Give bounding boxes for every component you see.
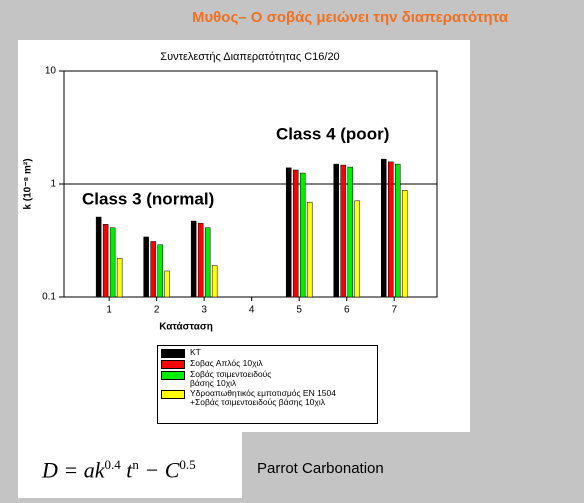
x-tick-label: 2: [154, 305, 160, 316]
x-tick-label: 5: [296, 305, 302, 316]
formula-exp: n: [132, 457, 139, 472]
bar: [116, 258, 123, 298]
legend-label: Σοβάς τσιμεντοειδούς βάσης 10χιλ: [190, 369, 272, 388]
annotation: Class 3 (normal): [82, 189, 214, 208]
bar: [197, 222, 204, 298]
bar: [340, 164, 346, 298]
legend-entry: Σοβάς τσιμεντοειδούς βάσης 10χιλ: [161, 370, 377, 388]
legend: KT Σοβας Απλός 10χιλ Σοβάς τσιμεντοειδούς …: [157, 345, 378, 424]
legend-swatch: [161, 349, 185, 358]
legend-swatch: [161, 360, 185, 369]
bar: [292, 169, 299, 298]
formula-text: D = ak: [42, 457, 105, 483]
bar: [380, 158, 387, 298]
bar: [150, 241, 156, 298]
y-tick-label: 0.1: [42, 292, 56, 303]
x-tick-label: 4: [249, 305, 255, 316]
formula-text: − C: [138, 457, 180, 483]
legend-swatch: [161, 371, 185, 380]
formula: D = ak0.4 tn − C0.5: [18, 432, 242, 498]
chart-title: Συντελεστής Διαπερατότητας C16/20: [160, 51, 339, 63]
bar: [204, 227, 211, 298]
bar: [285, 167, 292, 298]
legend-label: Σοβας Απλός 10χιλ: [190, 358, 263, 368]
bar: [102, 224, 109, 298]
caption: Parrot Carbonation: [257, 460, 384, 477]
bar: [109, 227, 116, 298]
y-tick-label: 10: [45, 66, 57, 77]
bar: [333, 163, 339, 298]
x-tick-label: 7: [391, 305, 397, 316]
bar: [299, 172, 306, 298]
formula-exp: 0.5: [179, 457, 196, 472]
bar: [211, 265, 218, 298]
bar: [190, 220, 197, 298]
legend-entry: Σοβας Απλός 10χιλ: [161, 359, 377, 369]
bar: [143, 236, 149, 298]
formula-exp: 0.4: [104, 457, 121, 472]
bar: [387, 161, 394, 298]
y-tick-label: 1: [50, 179, 56, 190]
bar: [401, 190, 408, 298]
page-title: Μυθος– Ο σοβάς μειώνει την διαπερατότητα: [192, 9, 509, 26]
legend-swatch: [161, 390, 185, 399]
legend-entry: KT: [161, 348, 377, 358]
bar: [306, 201, 313, 298]
legend-label: Υδροαπωθητικός εμποτισμός ΕΝ 1504 +Σοβάς…: [190, 388, 336, 407]
bar: [394, 163, 401, 298]
x-axis-label: Κατάσταση: [159, 322, 213, 333]
x-tick-label: 1: [106, 305, 112, 316]
bar: [164, 270, 170, 298]
x-tick-label: 6: [344, 305, 350, 316]
bar: [95, 216, 102, 298]
legend-label: KT: [190, 347, 201, 357]
bar: [354, 200, 360, 298]
annotation: Class 4 (poor): [276, 124, 389, 143]
x-tick-label: 3: [201, 305, 207, 316]
formula-text: t: [120, 457, 133, 483]
bar: [157, 244, 163, 298]
legend-entry: Υδροαπωθητικός εμποτισμός ΕΝ 1504 +Σοβάς…: [161, 389, 377, 407]
bar: [347, 166, 353, 298]
y-axis-label: k (10⁻⁸ m²): [23, 158, 34, 209]
